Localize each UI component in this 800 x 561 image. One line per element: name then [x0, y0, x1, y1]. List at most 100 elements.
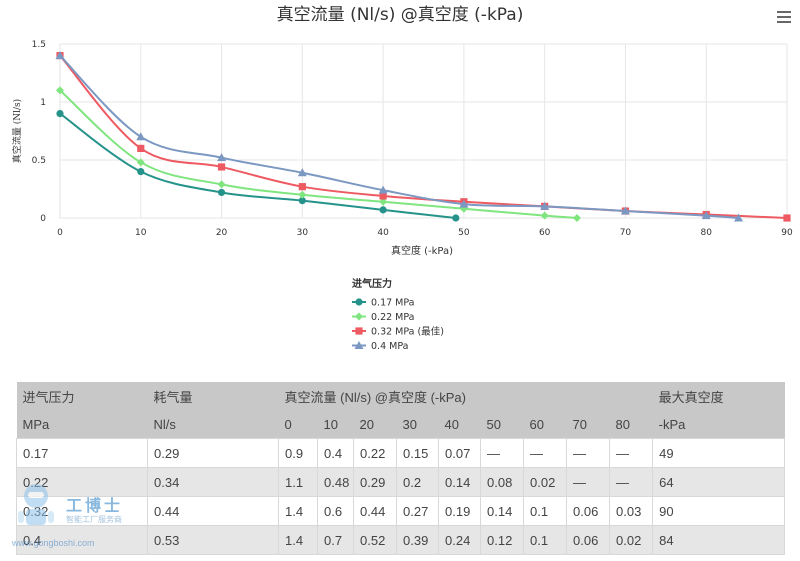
- data-point: [379, 197, 388, 206]
- table-cell: 0.53: [147, 525, 279, 555]
- x-tick-label: 50: [458, 228, 470, 238]
- table-cell: 0.03: [608, 496, 654, 526]
- x-axis-title: 真空度 (-kPa): [391, 244, 453, 257]
- axis-layer: 0 10 20 30 40 50 60 70 80 90 0 0.5 1 1.5: [32, 40, 793, 238]
- table-cell: 0.27: [396, 496, 439, 526]
- table-cell: 0.6: [317, 496, 354, 526]
- x-tick-label: 90: [781, 228, 793, 238]
- subheader-cell: 70: [572, 416, 587, 432]
- header-air-consumption: 耗气量: [153, 389, 193, 405]
- data-point: [701, 211, 711, 220]
- table-cell: 0.52: [353, 525, 397, 555]
- table-cell: 0.29: [147, 438, 279, 468]
- chart-title: 真空流量 (Nl/s) @真空度 (-kPa): [277, 5, 524, 25]
- data-point: [540, 211, 549, 220]
- subheader-cell: 40: [444, 416, 459, 432]
- data-point: [217, 180, 226, 189]
- table-cell: —: [566, 438, 610, 468]
- table-cell: 0.7: [317, 525, 354, 555]
- data-point: [298, 197, 306, 205]
- legend: 进气压力 0.17 MPa 0.22 MPa 0.32 MPa (最佳) 0.4 MP…: [352, 277, 444, 352]
- table-cell: 0.44: [147, 496, 279, 526]
- table-cell: 0.1: [523, 525, 567, 555]
- x-tick-label: 40: [377, 228, 389, 238]
- x-tick-label: 80: [700, 228, 712, 238]
- legend-label: 0.22 MPa: [371, 312, 415, 323]
- data-point: [55, 51, 65, 60]
- subheader-cell: Nl/s: [153, 416, 176, 432]
- table-cell: 0.22: [353, 438, 397, 468]
- table-cell: 0.14: [480, 496, 524, 526]
- table-cell: 90: [652, 496, 786, 526]
- y-tick-label: 0.5: [32, 156, 46, 166]
- legend-items: 0.17 MPa 0.22 MPa 0.32 MPa (最佳) 0.4 MPa: [352, 298, 444, 352]
- table-cell: 0.19: [438, 496, 481, 526]
- menu-bar: [777, 16, 791, 18]
- table-cell: 0.17: [16, 438, 148, 468]
- x-tick-label: 20: [216, 228, 228, 238]
- table-cell: 0.02: [523, 467, 567, 497]
- data-point: [378, 185, 388, 194]
- table-cell: 0.06: [566, 525, 610, 555]
- x-tick-label: 0: [57, 228, 63, 238]
- data-point: [298, 190, 307, 199]
- table-cell: 0.12: [480, 525, 524, 555]
- table-cell: 0.39: [396, 525, 439, 555]
- table-cell: 64: [652, 467, 786, 497]
- table-cell: —: [566, 467, 610, 497]
- y-tick-label: 1: [40, 98, 46, 108]
- table-row: 0.22 0.34 1.1 0.48 0.29 0.2 0.14 0.08 0.02— —64: [16, 467, 786, 497]
- data-point: [137, 144, 145, 152]
- data-point: [452, 214, 460, 222]
- spec-table-wrapper: 进气压力 耗气量 真空流量 (Nl/s) @真空度 (-kPa) 最大真空度 M…: [16, 382, 786, 555]
- table-cell: 0.34: [147, 467, 279, 497]
- table-cell: 0.4: [16, 525, 148, 555]
- hamburger-menu-icon[interactable]: [773, 6, 795, 28]
- menu-bar: [777, 21, 791, 23]
- header-vacuum-flow: 真空流量 (Nl/s) @真空度 (-kPa): [284, 389, 466, 405]
- data-point: [298, 183, 306, 191]
- table-cell: 0.22: [16, 467, 148, 497]
- legend-marker: [355, 298, 363, 306]
- spec-table: 进气压力 耗气量 真空流量 (Nl/s) @真空度 (-kPa) 最大真空度 M…: [16, 382, 786, 555]
- table-row: 0.4 0.53 1.4 0.7 0.52 0.39 0.24 0.12 0.1 0.06 0.02…: [16, 525, 786, 555]
- table-row: 0.17 0.29 0.9 0.4 0.22 0.15 0.07— — — —49: [16, 438, 786, 468]
- legend-label: 0.4 MPa: [371, 341, 408, 352]
- table-cell: 0.24: [438, 525, 481, 555]
- data-point: [540, 201, 550, 210]
- table-row: 0.32 0.44 1.4 0.6 0.44 0.27 0.19 0.14 0.1 0.06 0.0…: [16, 496, 786, 526]
- table-cell: 1.1: [278, 467, 318, 497]
- table-cell: 0.48: [317, 467, 354, 497]
- table-cell: 0.29: [353, 467, 397, 497]
- table-cell: —: [480, 438, 524, 468]
- table-cell: —: [608, 467, 654, 497]
- subheader-cell: 60: [529, 416, 544, 432]
- subheader-cell: MPa: [22, 416, 50, 432]
- series-layer: [55, 51, 791, 222]
- subheader-cell: -kPa: [658, 416, 686, 432]
- table-cell: —: [523, 438, 567, 468]
- table-cell: 0.02: [608, 525, 654, 555]
- data-point: [783, 214, 791, 222]
- legend-label: 0.32 MPa (最佳): [371, 326, 444, 338]
- table-cell: 0.15: [396, 438, 439, 468]
- data-point: [297, 168, 307, 177]
- data-point: [137, 168, 145, 176]
- x-tick-label: 70: [620, 228, 632, 238]
- table-cell: 0.14: [438, 467, 481, 497]
- table-cell: 0.08: [480, 467, 524, 497]
- table-cell: 84: [652, 525, 786, 555]
- y-tick-label: 1.5: [32, 40, 46, 50]
- subheader-cell: 0: [284, 416, 292, 432]
- series-line: [59, 89, 578, 219]
- subheader-cell: 10: [323, 416, 338, 432]
- x-tick-label: 10: [135, 228, 147, 238]
- data-point: [136, 132, 146, 141]
- data-point: [379, 192, 387, 200]
- data-point: [136, 158, 145, 167]
- legend-marker: [354, 341, 364, 349]
- y-axis-title: 真空流量 (Nl/s): [11, 99, 23, 163]
- x-tick-label: 30: [297, 228, 309, 238]
- table-cell: 0.9: [278, 438, 318, 468]
- data-point: [217, 163, 226, 171]
